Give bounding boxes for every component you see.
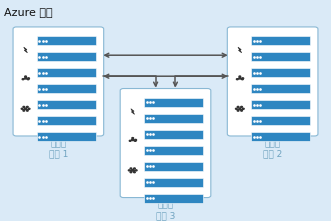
Circle shape xyxy=(24,78,27,79)
Circle shape xyxy=(134,172,135,173)
Circle shape xyxy=(25,76,26,77)
FancyBboxPatch shape xyxy=(13,27,104,136)
Circle shape xyxy=(23,110,24,111)
Circle shape xyxy=(237,110,239,111)
Circle shape xyxy=(27,79,29,80)
Circle shape xyxy=(239,108,241,109)
Polygon shape xyxy=(131,109,134,114)
Bar xyxy=(144,178,203,187)
Circle shape xyxy=(237,106,239,107)
Bar xyxy=(37,100,96,109)
Bar xyxy=(251,116,310,125)
Bar xyxy=(37,52,96,61)
Bar xyxy=(144,194,203,203)
Circle shape xyxy=(25,108,26,109)
Bar xyxy=(251,132,310,141)
Bar xyxy=(37,68,96,77)
Bar xyxy=(251,52,310,61)
Bar xyxy=(37,116,96,125)
Bar xyxy=(37,132,96,141)
Bar xyxy=(144,162,203,171)
FancyBboxPatch shape xyxy=(227,27,318,136)
Bar xyxy=(251,84,310,93)
Circle shape xyxy=(128,170,130,171)
Circle shape xyxy=(239,78,241,79)
Text: 可用性
区域 3: 可用性 区域 3 xyxy=(156,201,175,220)
Polygon shape xyxy=(24,47,27,53)
Text: 可用性
区域 2: 可用性 区域 2 xyxy=(263,139,282,158)
Circle shape xyxy=(132,170,134,171)
Circle shape xyxy=(21,108,23,109)
Circle shape xyxy=(26,106,28,107)
Circle shape xyxy=(129,140,131,141)
Circle shape xyxy=(241,106,242,107)
Circle shape xyxy=(236,79,238,80)
Bar xyxy=(251,100,310,109)
Circle shape xyxy=(241,110,242,111)
Circle shape xyxy=(132,139,134,141)
Circle shape xyxy=(130,172,132,173)
Bar xyxy=(37,36,96,45)
Circle shape xyxy=(135,170,137,171)
Text: 可用性
区域 1: 可用性 区域 1 xyxy=(49,139,68,158)
Polygon shape xyxy=(238,47,242,53)
FancyBboxPatch shape xyxy=(120,89,211,198)
Circle shape xyxy=(26,110,28,111)
Circle shape xyxy=(135,139,136,140)
Text: Azure 区域: Azure 区域 xyxy=(4,7,53,17)
Bar xyxy=(251,68,310,77)
Circle shape xyxy=(28,108,30,109)
Bar xyxy=(144,130,203,139)
Circle shape xyxy=(242,78,244,79)
Circle shape xyxy=(28,78,29,79)
Circle shape xyxy=(239,76,241,77)
Bar xyxy=(144,98,203,107)
Circle shape xyxy=(130,168,132,169)
Circle shape xyxy=(22,79,24,80)
Bar xyxy=(251,36,310,45)
Circle shape xyxy=(23,106,24,107)
Bar xyxy=(37,84,96,93)
Circle shape xyxy=(242,79,243,80)
Bar xyxy=(144,146,203,155)
Circle shape xyxy=(243,108,244,109)
Circle shape xyxy=(235,108,237,109)
Bar xyxy=(144,114,203,123)
Circle shape xyxy=(134,168,135,169)
Circle shape xyxy=(134,140,136,141)
Circle shape xyxy=(132,138,133,139)
